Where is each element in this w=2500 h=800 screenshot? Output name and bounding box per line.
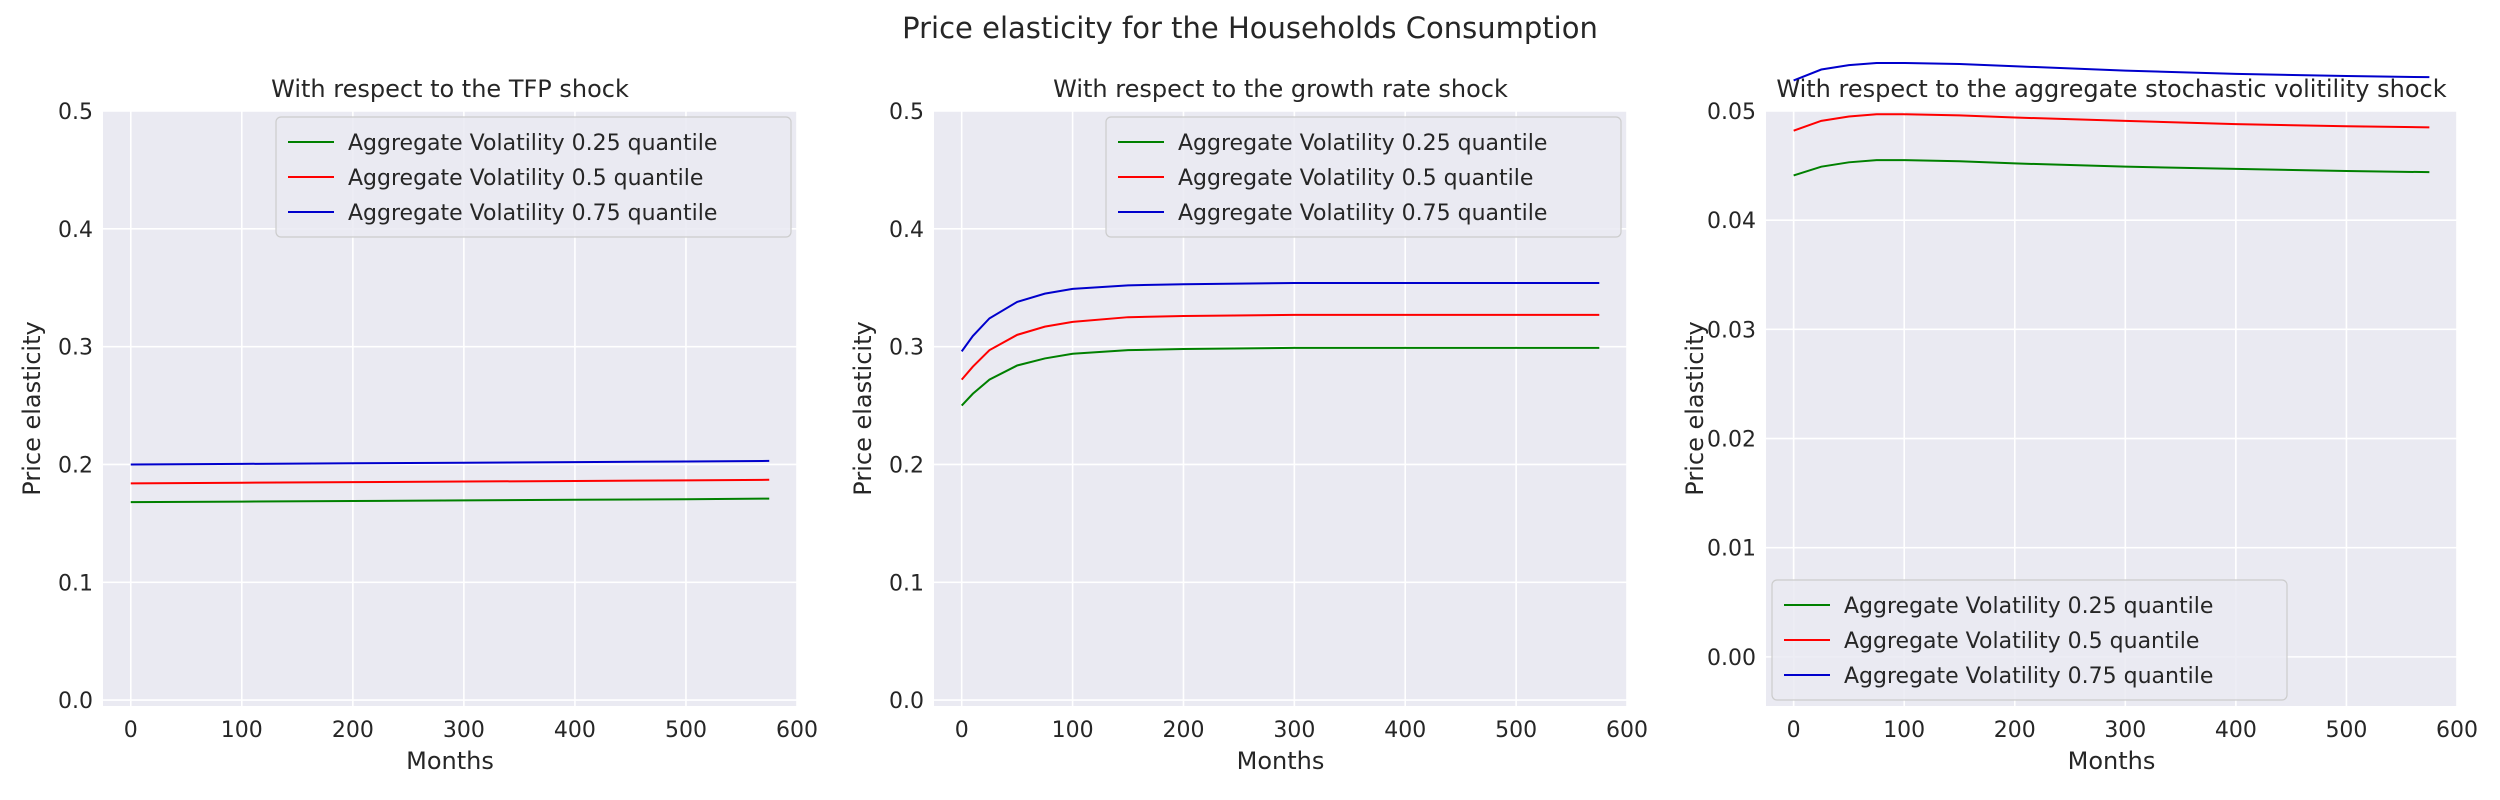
legend-entry-label: Aggregate Volatility 0.5 quantile bbox=[348, 166, 703, 191]
x-tick-label: 300 bbox=[443, 718, 485, 743]
legend-entry-label: Aggregate Volatility 0.25 quantile bbox=[1178, 131, 1547, 156]
y-tick-label: 0.05 bbox=[1707, 100, 1756, 125]
figure-title: Price elasticity for the Households Cons… bbox=[902, 11, 1598, 45]
x-tick-label: 100 bbox=[1883, 718, 1925, 743]
legend-box bbox=[1105, 116, 1622, 238]
x-tick-label: 400 bbox=[1384, 718, 1426, 743]
legend: Aggregate Volatility 0.25 quantile Aggreg… bbox=[1771, 579, 2288, 701]
series-line-1 bbox=[960, 346, 1600, 407]
y-tick-label: 0.3 bbox=[58, 336, 93, 361]
y-tick-label: 0.00 bbox=[1707, 646, 1756, 671]
y-tick-label: 0.02 bbox=[1707, 428, 1756, 453]
chart-panel-3: 0 100 200 300 400 500 600 0.00 0.01 0.02 0.03 0.04 0… bbox=[1681, 61, 2478, 775]
y-tick-label: 0.4 bbox=[889, 218, 924, 243]
legend-entry-label: Aggregate Volatility 0.5 quantile bbox=[1844, 629, 2199, 654]
y-tick-label: 0.3 bbox=[889, 336, 924, 361]
x-tick-label: 0 bbox=[1787, 718, 1801, 743]
x-tick-label: 300 bbox=[2104, 718, 2146, 743]
chart-title: With respect to the TFP shock bbox=[271, 75, 629, 103]
x-tick-label: 200 bbox=[1994, 718, 2036, 743]
y-tick-label: 0.1 bbox=[889, 571, 924, 596]
chart-panel-1: 0 100 200 300 400 500 600 0.0 0.1 0.2 0.3 0.4 0.5 Wit… bbox=[18, 75, 818, 775]
y-tick-label: 0.2 bbox=[58, 453, 93, 478]
series-line-2 bbox=[960, 313, 1600, 381]
chart-title: With respect to the growth rate shock bbox=[1053, 75, 1508, 103]
series-line-1 bbox=[1793, 159, 2430, 177]
x-tick-label: 0 bbox=[955, 718, 969, 743]
x-tick-label: 200 bbox=[1162, 718, 1204, 743]
legend-entry-label: Aggregate Volatility 0.5 quantile bbox=[1178, 166, 1533, 191]
x-tick-label: 100 bbox=[221, 718, 263, 743]
x-tick-label: 400 bbox=[2215, 718, 2257, 743]
x-tick-label: 100 bbox=[1052, 718, 1094, 743]
legend-entry-label: Aggregate Volatility 0.75 quantile bbox=[348, 201, 717, 226]
x-tick-label: 500 bbox=[1495, 718, 1537, 743]
series-line-1 bbox=[130, 497, 770, 504]
y-axis-label: Price elasticity bbox=[1681, 321, 1709, 495]
x-axis-label: Months bbox=[1237, 747, 1325, 775]
series-line-3 bbox=[960, 282, 1600, 352]
x-tick-label: 400 bbox=[554, 718, 596, 743]
y-tick-label: 0.5 bbox=[889, 100, 924, 125]
legend-entry-label: Aggregate Volatility 0.25 quantile bbox=[348, 131, 717, 156]
series-line-2 bbox=[130, 478, 770, 485]
legend-box bbox=[1771, 579, 2288, 701]
legend: Aggregate Volatility 0.25 quantile Aggreg… bbox=[275, 116, 792, 238]
legend: Aggregate Volatility 0.25 quantile Aggreg… bbox=[1105, 116, 1622, 238]
y-axis-label: Price elasticity bbox=[18, 321, 46, 495]
y-tick-label: 0.5 bbox=[58, 100, 93, 125]
x-tick-label: 200 bbox=[332, 718, 374, 743]
x-tick-label: 600 bbox=[776, 718, 818, 743]
chart-title: With respect to the aggregate stochastic… bbox=[1776, 75, 2446, 103]
x-axis-label: Months bbox=[2068, 747, 2156, 775]
y-tick-label: 0.1 bbox=[58, 571, 93, 596]
x-tick-label: 500 bbox=[2325, 718, 2367, 743]
y-tick-label: 0.0 bbox=[58, 689, 93, 714]
series-line-2 bbox=[1793, 113, 2430, 132]
series-line-3 bbox=[1793, 61, 2430, 82]
chart-panel-2: 0 100 200 300 400 500 600 0.0 0.1 0.2 0.3 0.4 0.5 Wit… bbox=[849, 75, 1648, 775]
y-axis-label: Price elasticity bbox=[849, 321, 877, 495]
y-tick-label: 0.0 bbox=[889, 689, 924, 714]
x-tick-label: 300 bbox=[1273, 718, 1315, 743]
x-tick-label: 600 bbox=[2436, 718, 2478, 743]
x-tick-label: 600 bbox=[1606, 718, 1648, 743]
legend-entry-label: Aggregate Volatility 0.75 quantile bbox=[1178, 201, 1547, 226]
y-tick-label: 0.04 bbox=[1707, 209, 1756, 234]
x-tick-label: 0 bbox=[124, 718, 138, 743]
legend-entry-label: Aggregate Volatility 0.25 quantile bbox=[1844, 594, 2213, 619]
x-tick-label: 500 bbox=[665, 718, 707, 743]
y-tick-label: 0.4 bbox=[58, 218, 93, 243]
legend-entry-label: Aggregate Volatility 0.75 quantile bbox=[1844, 664, 2213, 689]
y-tick-label: 0.03 bbox=[1707, 318, 1756, 343]
x-axis-label: Months bbox=[406, 747, 494, 775]
series-line-3 bbox=[130, 459, 770, 466]
y-tick-label: 0.2 bbox=[889, 453, 924, 478]
y-tick-label: 0.01 bbox=[1707, 537, 1756, 562]
legend-box bbox=[275, 116, 792, 238]
